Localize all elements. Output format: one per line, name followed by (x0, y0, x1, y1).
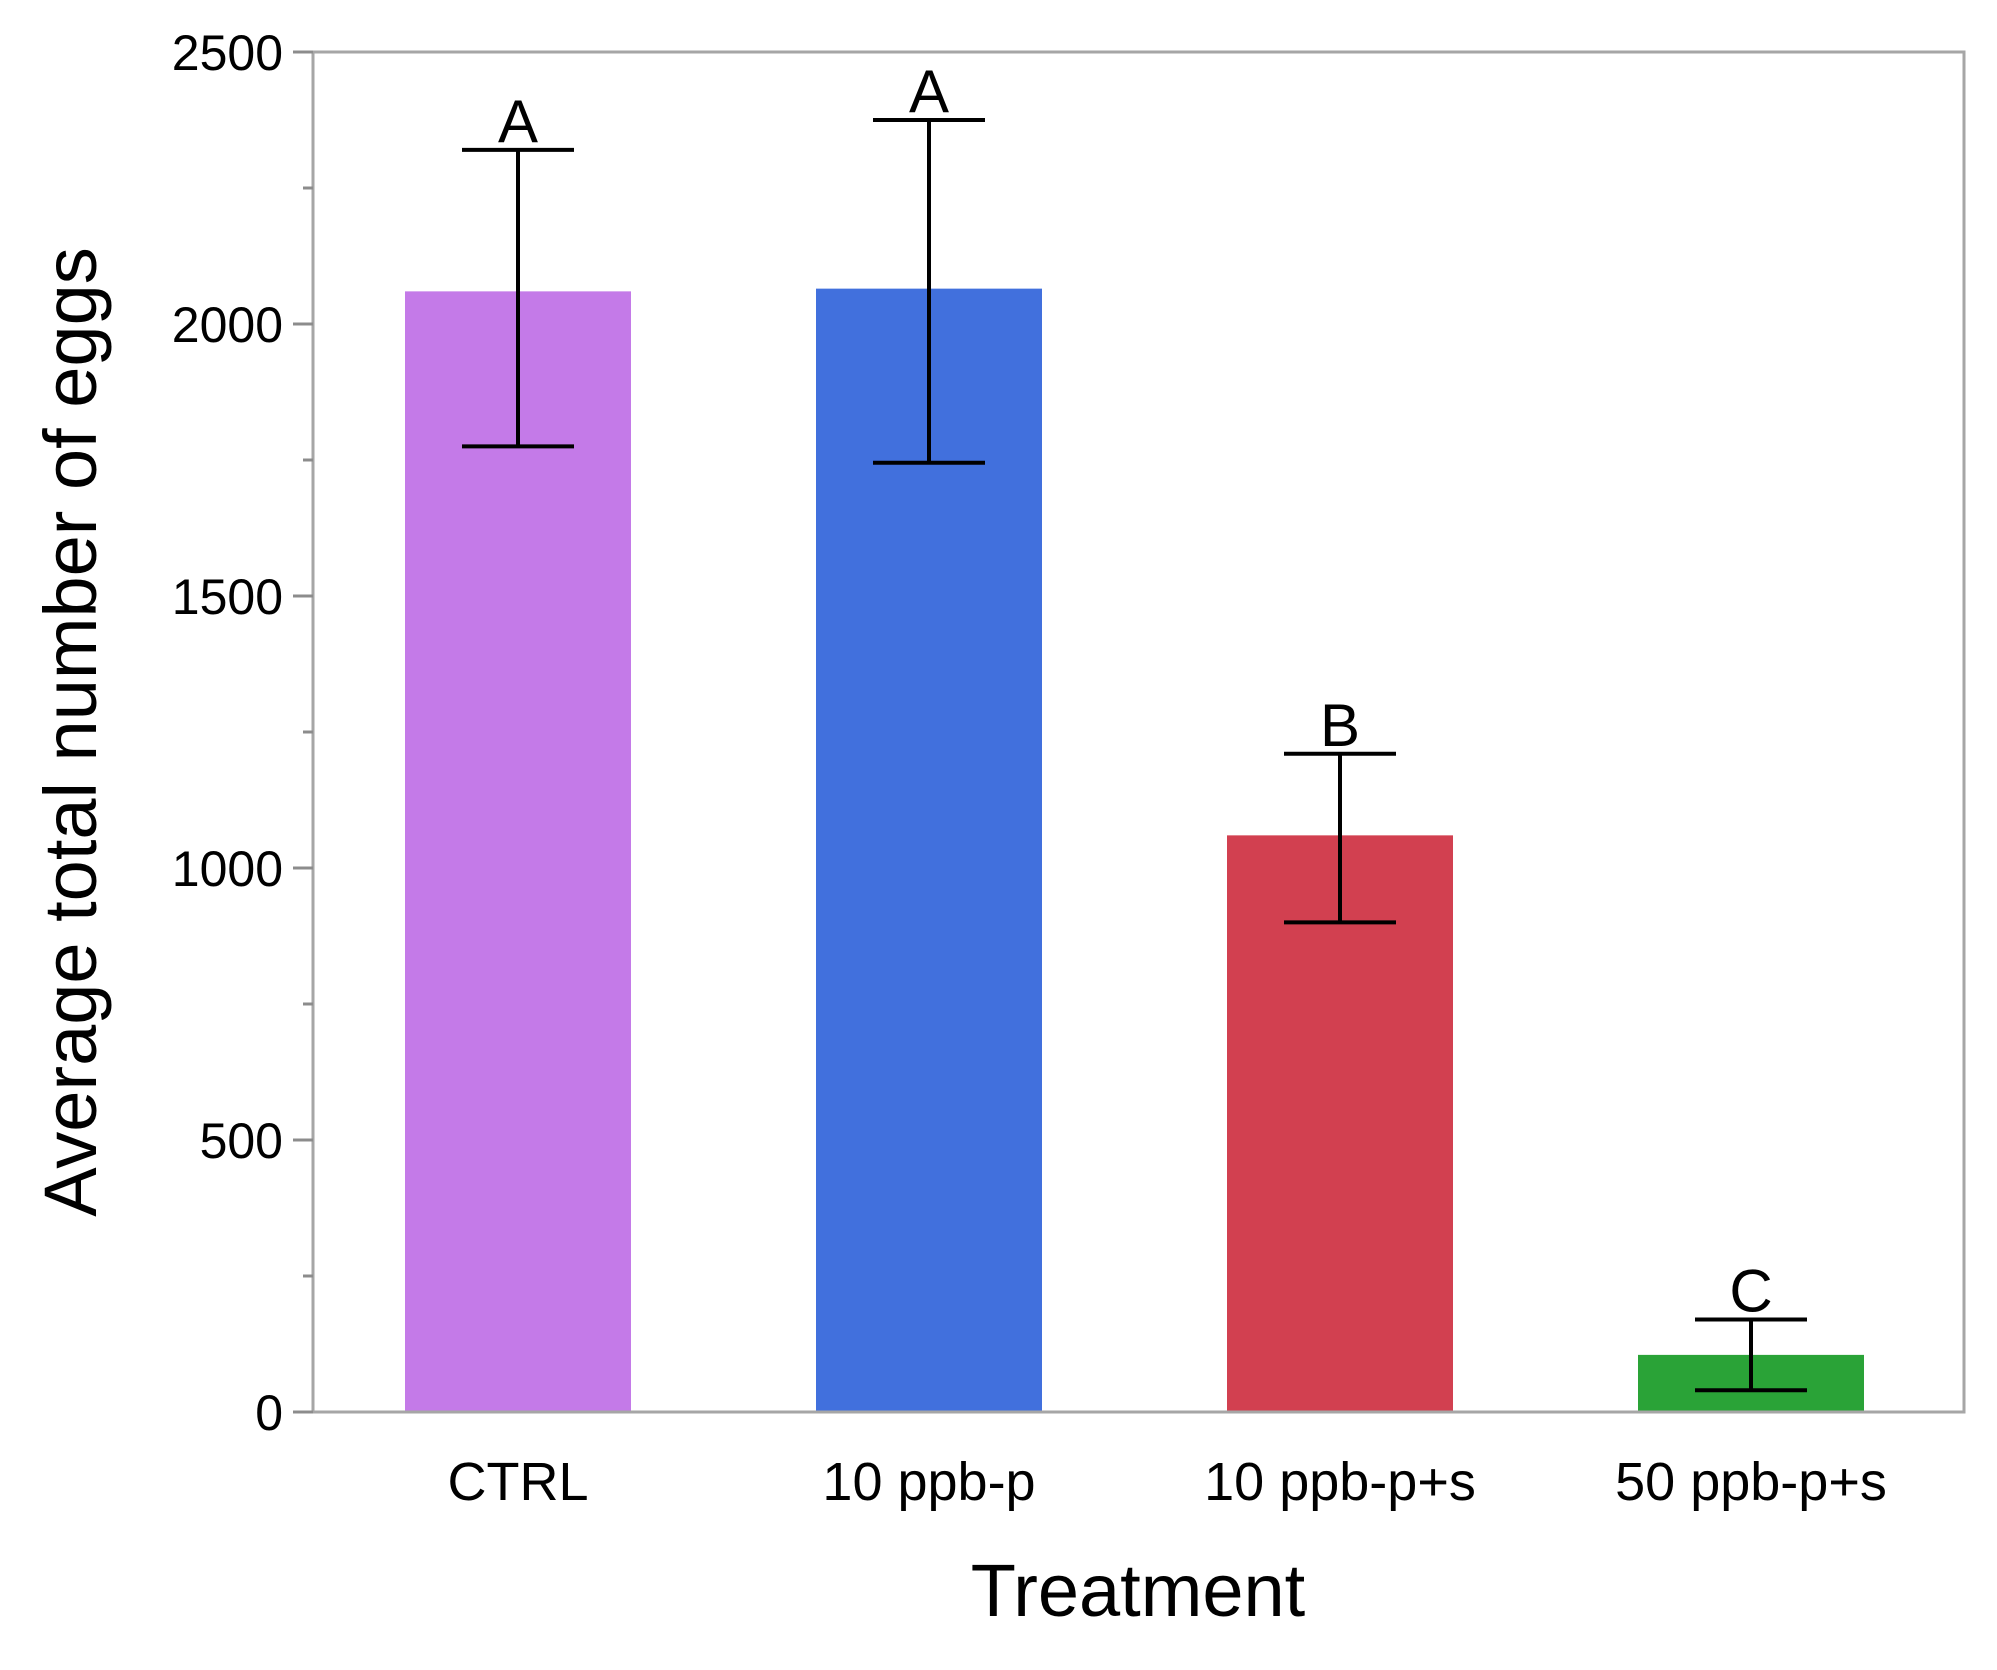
y-tick-label-3: 1500 (172, 569, 283, 625)
y-tick-label-2: 1000 (172, 841, 283, 897)
significance-label-1: A (909, 58, 949, 125)
error-bars-layer (462, 118, 1807, 1393)
y-tick-label-4: 2000 (172, 297, 283, 353)
x-axis-title: Treatment (971, 1549, 1306, 1632)
y-axis-title: Average total number of eggs (29, 247, 112, 1216)
category-label-3: 50 ppb-p+s (1615, 1452, 1887, 1512)
labels-layer: A CTRL A 10 ppb-p B 10 ppb-p+s C 50 ppb-p+s 0 500… (172, 25, 1887, 1512)
bar-2 (1227, 835, 1453, 1412)
bar-1 (816, 288, 1042, 1412)
significance-label-2: B (1320, 692, 1360, 759)
y-tick-label-5: 2500 (172, 25, 283, 81)
bar-0 (405, 291, 631, 1412)
category-label-0: CTRL (447, 1452, 588, 1512)
y-ticks-layer (293, 50, 313, 1414)
y-tick-label-1: 500 (200, 1113, 283, 1169)
significance-label-3: C (1729, 1258, 1772, 1325)
category-label-1: 10 ppb-p (822, 1452, 1035, 1512)
significance-label-0: A (498, 88, 538, 155)
y-tick-label-0: 0 (255, 1385, 283, 1441)
bars-layer (405, 288, 1864, 1412)
category-label-2: 10 ppb-p+s (1204, 1452, 1476, 1512)
